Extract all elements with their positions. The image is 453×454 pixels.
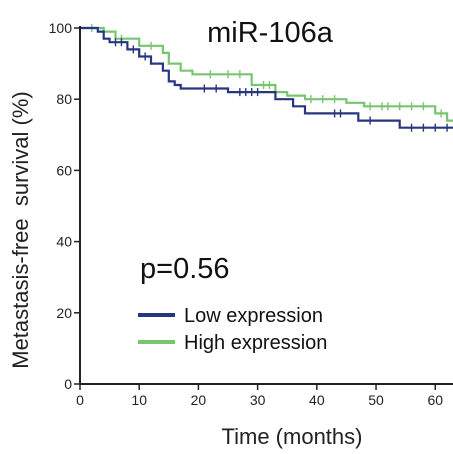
x-tick-label-2: 20: [191, 392, 207, 408]
chart-title: miR-106a: [207, 17, 334, 49]
x-tick-label-6: 60: [427, 392, 443, 408]
y-tick-label-0: 0: [64, 376, 72, 392]
legend-label-low: Low expression: [184, 305, 323, 327]
x-tick-label-5: 50: [368, 392, 384, 408]
y-tick-label-4: 80: [56, 91, 72, 107]
series-line-high: [80, 26, 453, 122]
y-tick-label-2: 40: [56, 234, 72, 250]
series-line-low: [80, 26, 453, 129]
x-tick-label-0: 0: [76, 392, 84, 408]
x-tick-label-1: 10: [131, 392, 147, 408]
p-value-annotation: p=0.56: [140, 253, 230, 285]
x-tick-label-3: 30: [250, 392, 266, 408]
legend: Low expression High expression: [138, 305, 327, 354]
x-axis-label: Time (months): [222, 424, 363, 449]
ticks-layer: 0 10 20 30 40 50 60 0 20 40 60 80 100: [49, 20, 444, 408]
y-axis-label: Metastasis-free survival (%): [8, 91, 33, 369]
series-layer: [80, 24, 453, 132]
y-tick-label-3: 60: [56, 162, 72, 178]
legend-label-high: High expression: [184, 332, 327, 354]
y-tick-label-5: 100: [49, 20, 73, 36]
y-tick-label-1: 20: [56, 305, 72, 321]
x-tick-label-4: 40: [309, 392, 325, 408]
